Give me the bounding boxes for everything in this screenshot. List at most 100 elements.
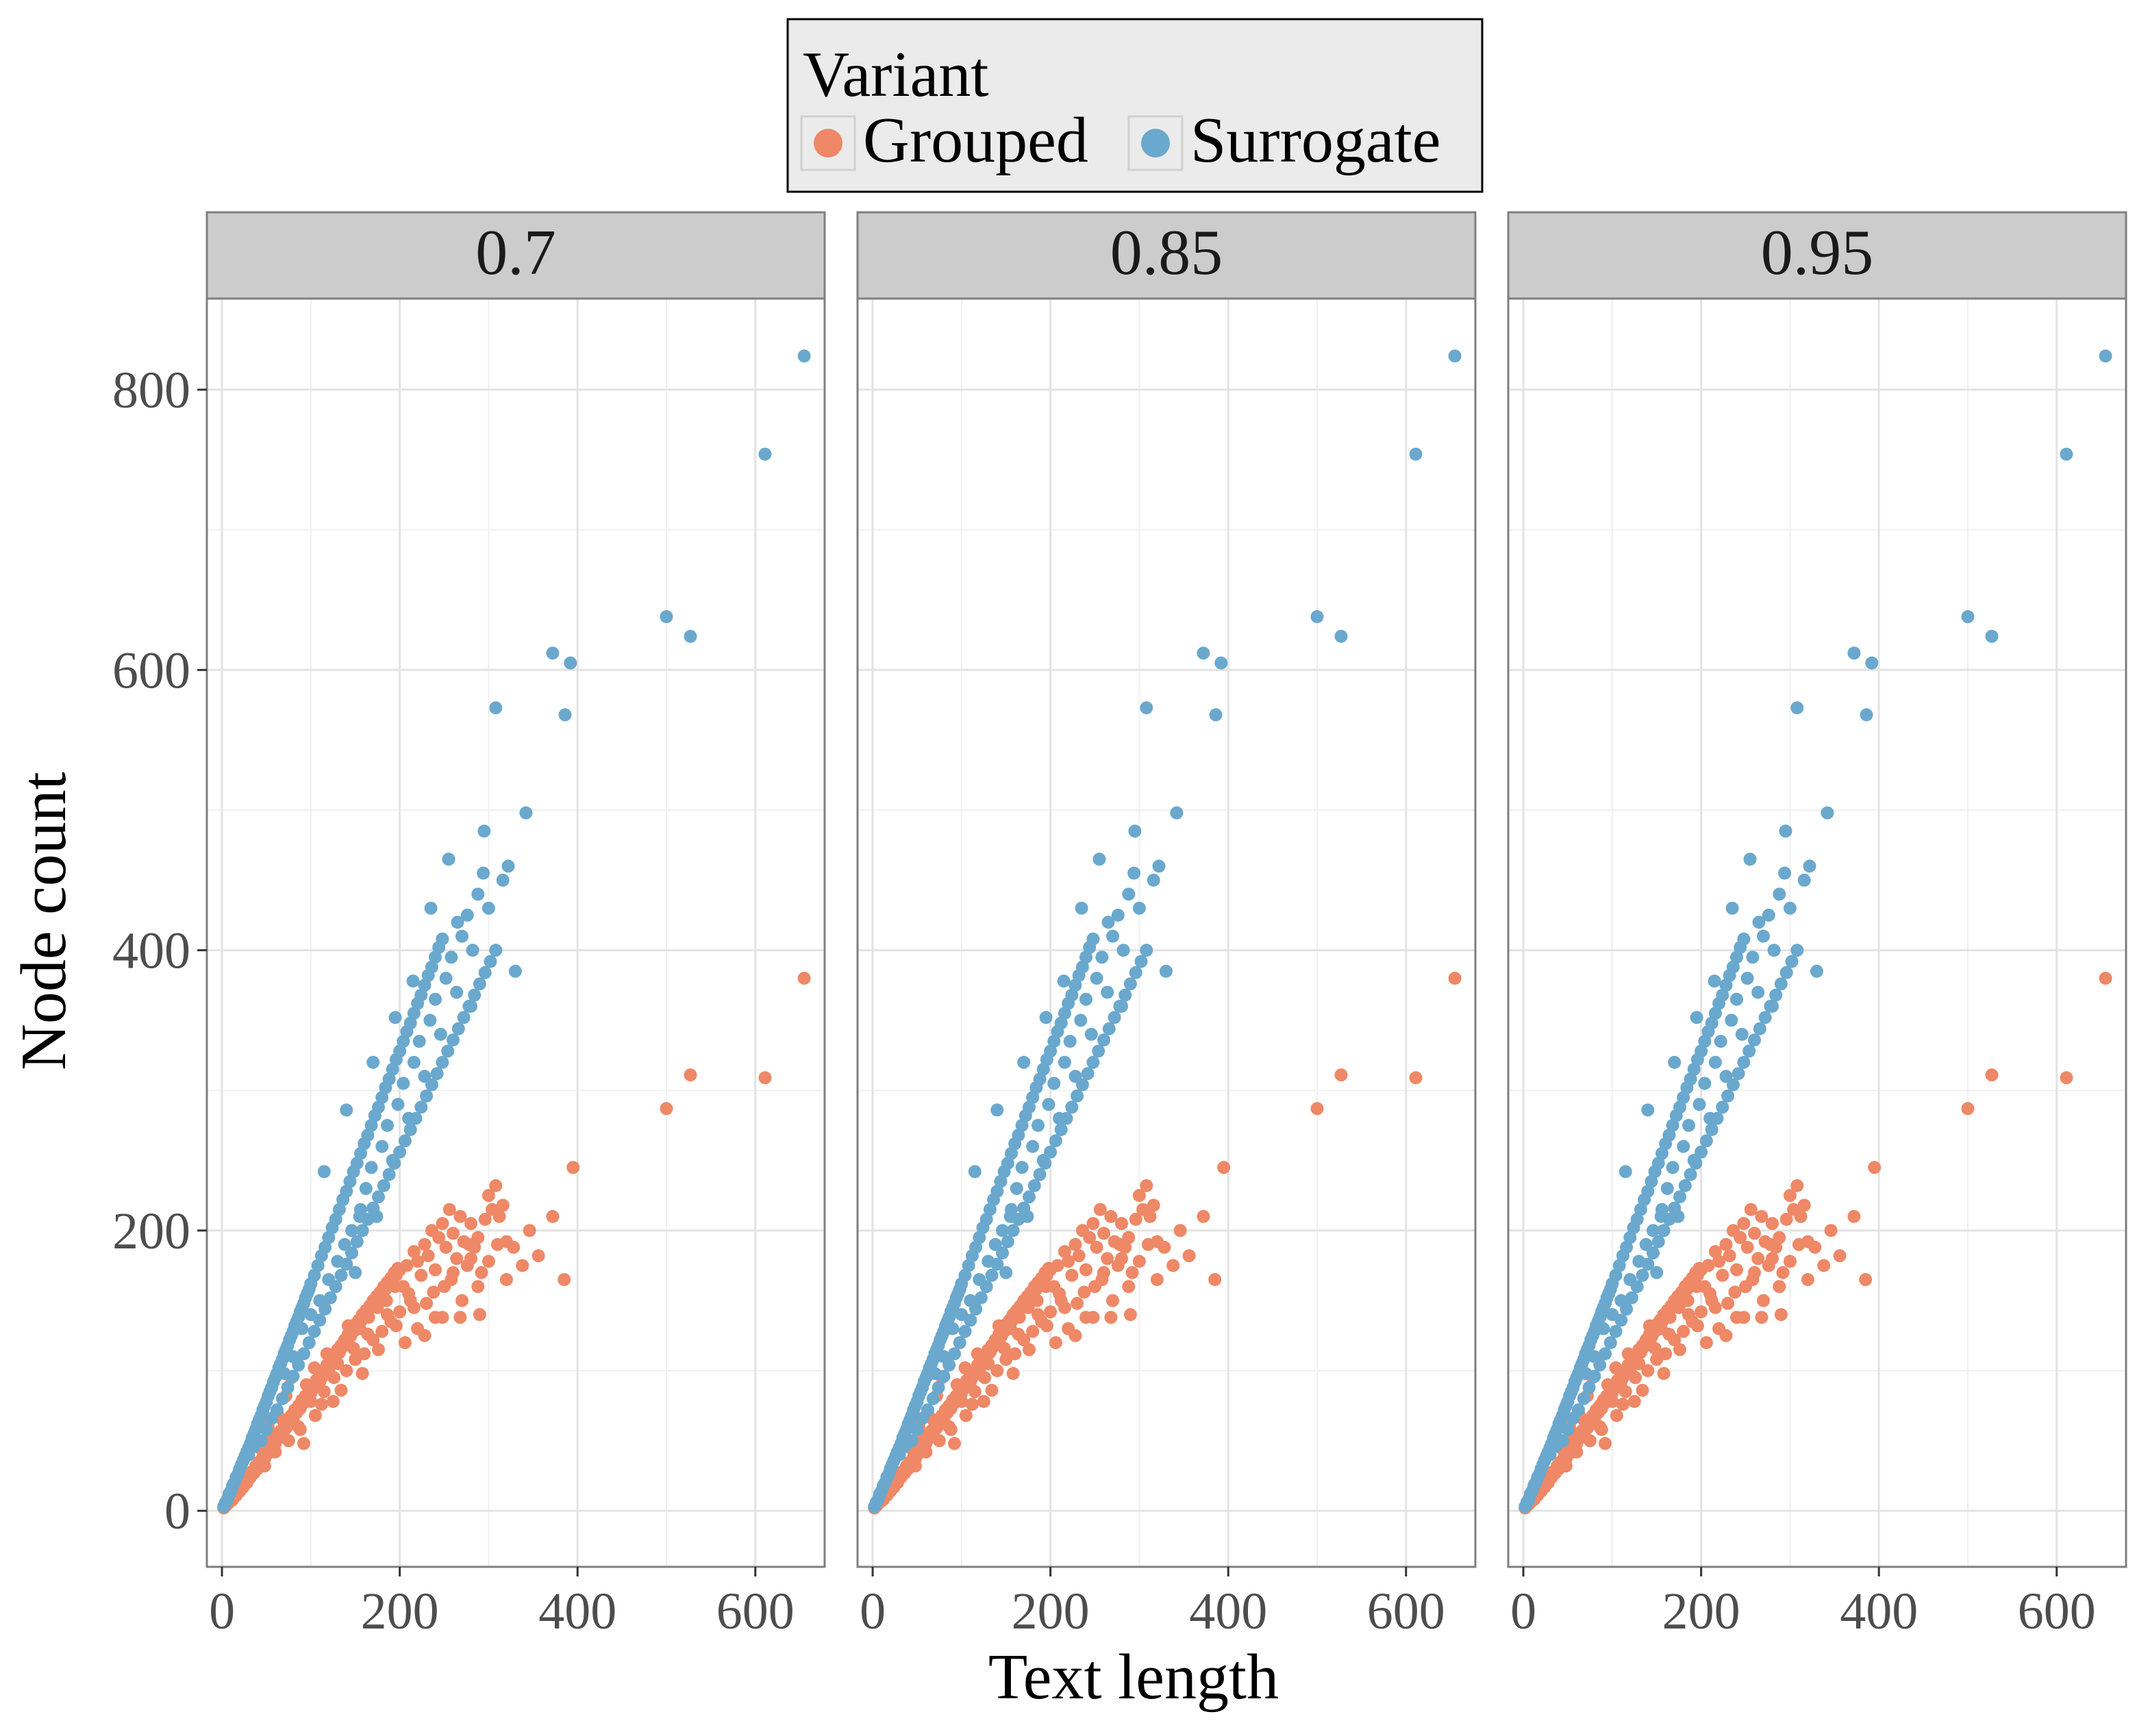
point-surrogate [1634,1203,1647,1216]
point-surrogate [482,901,495,915]
point-surrogate [1726,960,1740,974]
point-surrogate [946,1322,960,1335]
point-grouped [308,1409,322,1422]
point-grouped [1833,1249,1847,1263]
point-surrogate [1448,349,1462,363]
x-tick-label: 0 [209,1583,235,1640]
point-surrogate [1743,853,1757,866]
point-grouped [1657,1367,1671,1381]
point-grouped [942,1420,956,1433]
point-surrogate [1053,1111,1066,1125]
point-surrogate [974,1291,988,1305]
point-grouped [1708,1245,1722,1259]
point-surrogate [1623,1273,1637,1286]
point-surrogate [466,944,479,957]
point-grouped [1058,1245,1071,1259]
point-grouped [355,1367,369,1381]
point-surrogate [1666,1161,1679,1174]
point-grouped [341,1319,355,1333]
point-grouped [1868,1161,1882,1174]
point-surrogate [1783,901,1797,915]
point-surrogate [1790,944,1804,957]
point-grouped [1703,1287,1717,1300]
point-grouped [532,1249,545,1263]
point-surrogate [478,966,492,979]
point-surrogate [329,1213,342,1226]
point-surrogate [1684,1168,1697,1181]
point-surrogate [457,1011,471,1024]
point-surrogate [937,1350,951,1363]
point-grouped [1072,1249,1086,1263]
panel-border [856,297,1477,1568]
point-surrogate [964,1294,977,1307]
point-surrogate [1654,1209,1668,1223]
point-surrogate [1001,1157,1014,1170]
point-grouped [436,1311,449,1324]
point-surrogate [1779,825,1792,838]
point-surrogate [1678,1179,1692,1192]
point-surrogate [1597,1322,1610,1335]
point-surrogate [302,1336,316,1350]
point-grouped [288,1403,301,1417]
point-grouped [1140,1179,1153,1192]
point-grouped [1182,1249,1196,1263]
point-surrogate [343,1174,357,1188]
point-surrogate [489,701,503,715]
point-grouped [1030,1294,1044,1307]
point-grouped [1773,1280,1786,1294]
point-surrogate [948,1347,961,1361]
point-grouped [490,1237,504,1251]
point-surrogate [501,859,515,873]
point-surrogate [797,349,811,363]
point-surrogate [1123,977,1137,991]
point-surrogate [442,853,455,866]
point-surrogate [1075,901,1088,915]
point-grouped [1701,1259,1715,1272]
point-grouped [292,1420,305,1433]
point-surrogate [403,1016,417,1030]
point-surrogate [1092,1044,1105,1058]
point-surrogate [407,1007,421,1020]
point-surrogate [1065,988,1079,1002]
point-surrogate [1033,1168,1047,1181]
point-surrogate [969,1240,983,1254]
point-surrogate [1730,951,1743,964]
point-grouped [971,1347,984,1361]
point-grouped [1757,1294,1770,1307]
point-grouped [362,1311,375,1324]
point-surrogate [1039,1011,1053,1024]
point-grouped [1039,1280,1053,1294]
point-surrogate [496,873,510,887]
point-surrogate [1708,1007,1722,1020]
y-axis-title: Node count [8,772,79,1070]
point-grouped [1006,1367,1020,1381]
point-grouped [758,1071,772,1085]
point-grouped [1708,1300,1722,1314]
point-surrogate [958,1324,972,1338]
point-surrogate [921,1403,934,1417]
point-surrogate [1122,888,1136,901]
point-surrogate [1090,972,1103,985]
point-surrogate [418,1070,432,1083]
point-grouped [445,1273,458,1286]
point-surrogate [1748,1033,1761,1047]
point-surrogate [1847,646,1861,660]
point-grouped [1448,972,1462,985]
point-surrogate [429,992,442,1006]
point-surrogate [1614,1294,1628,1307]
point-surrogate [1609,1268,1623,1282]
point-surrogate [1641,1185,1655,1198]
point-grouped [1751,1252,1765,1266]
point-surrogate [1015,1161,1029,1174]
point-grouped [1817,1259,1831,1272]
point-surrogate [1079,992,1092,1006]
point-grouped [1695,1305,1708,1319]
point-grouped [1583,1434,1597,1448]
point-surrogate [1068,1070,1082,1083]
x-tick-label: 200 [1662,1583,1740,1640]
point-grouped [1086,1311,1100,1324]
point-surrogate [1209,708,1223,722]
point-surrogate [1790,701,1804,715]
point-grouped [992,1319,1005,1333]
point-surrogate [968,1165,982,1179]
